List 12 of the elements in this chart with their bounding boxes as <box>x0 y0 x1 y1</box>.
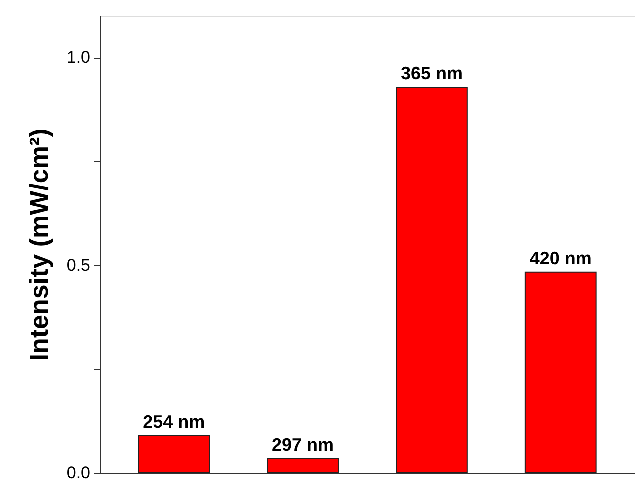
y-tick-label: 1.0 <box>66 48 90 68</box>
bar <box>138 436 210 474</box>
x-tick-label: 297 nm <box>272 434 334 455</box>
y-tick-label: 0.0 <box>66 464 90 481</box>
bar <box>267 458 339 474</box>
bar <box>524 272 597 474</box>
y-tick-label: 0.5 <box>66 256 90 275</box>
y-axis-title: Intensity (mW/cm²) <box>24 128 54 362</box>
bar <box>396 86 468 474</box>
x-tick-label: 365 nm <box>400 63 463 84</box>
x-tick-label: 420 nm <box>530 248 592 268</box>
x-tick-label: 254 nm <box>143 412 206 432</box>
